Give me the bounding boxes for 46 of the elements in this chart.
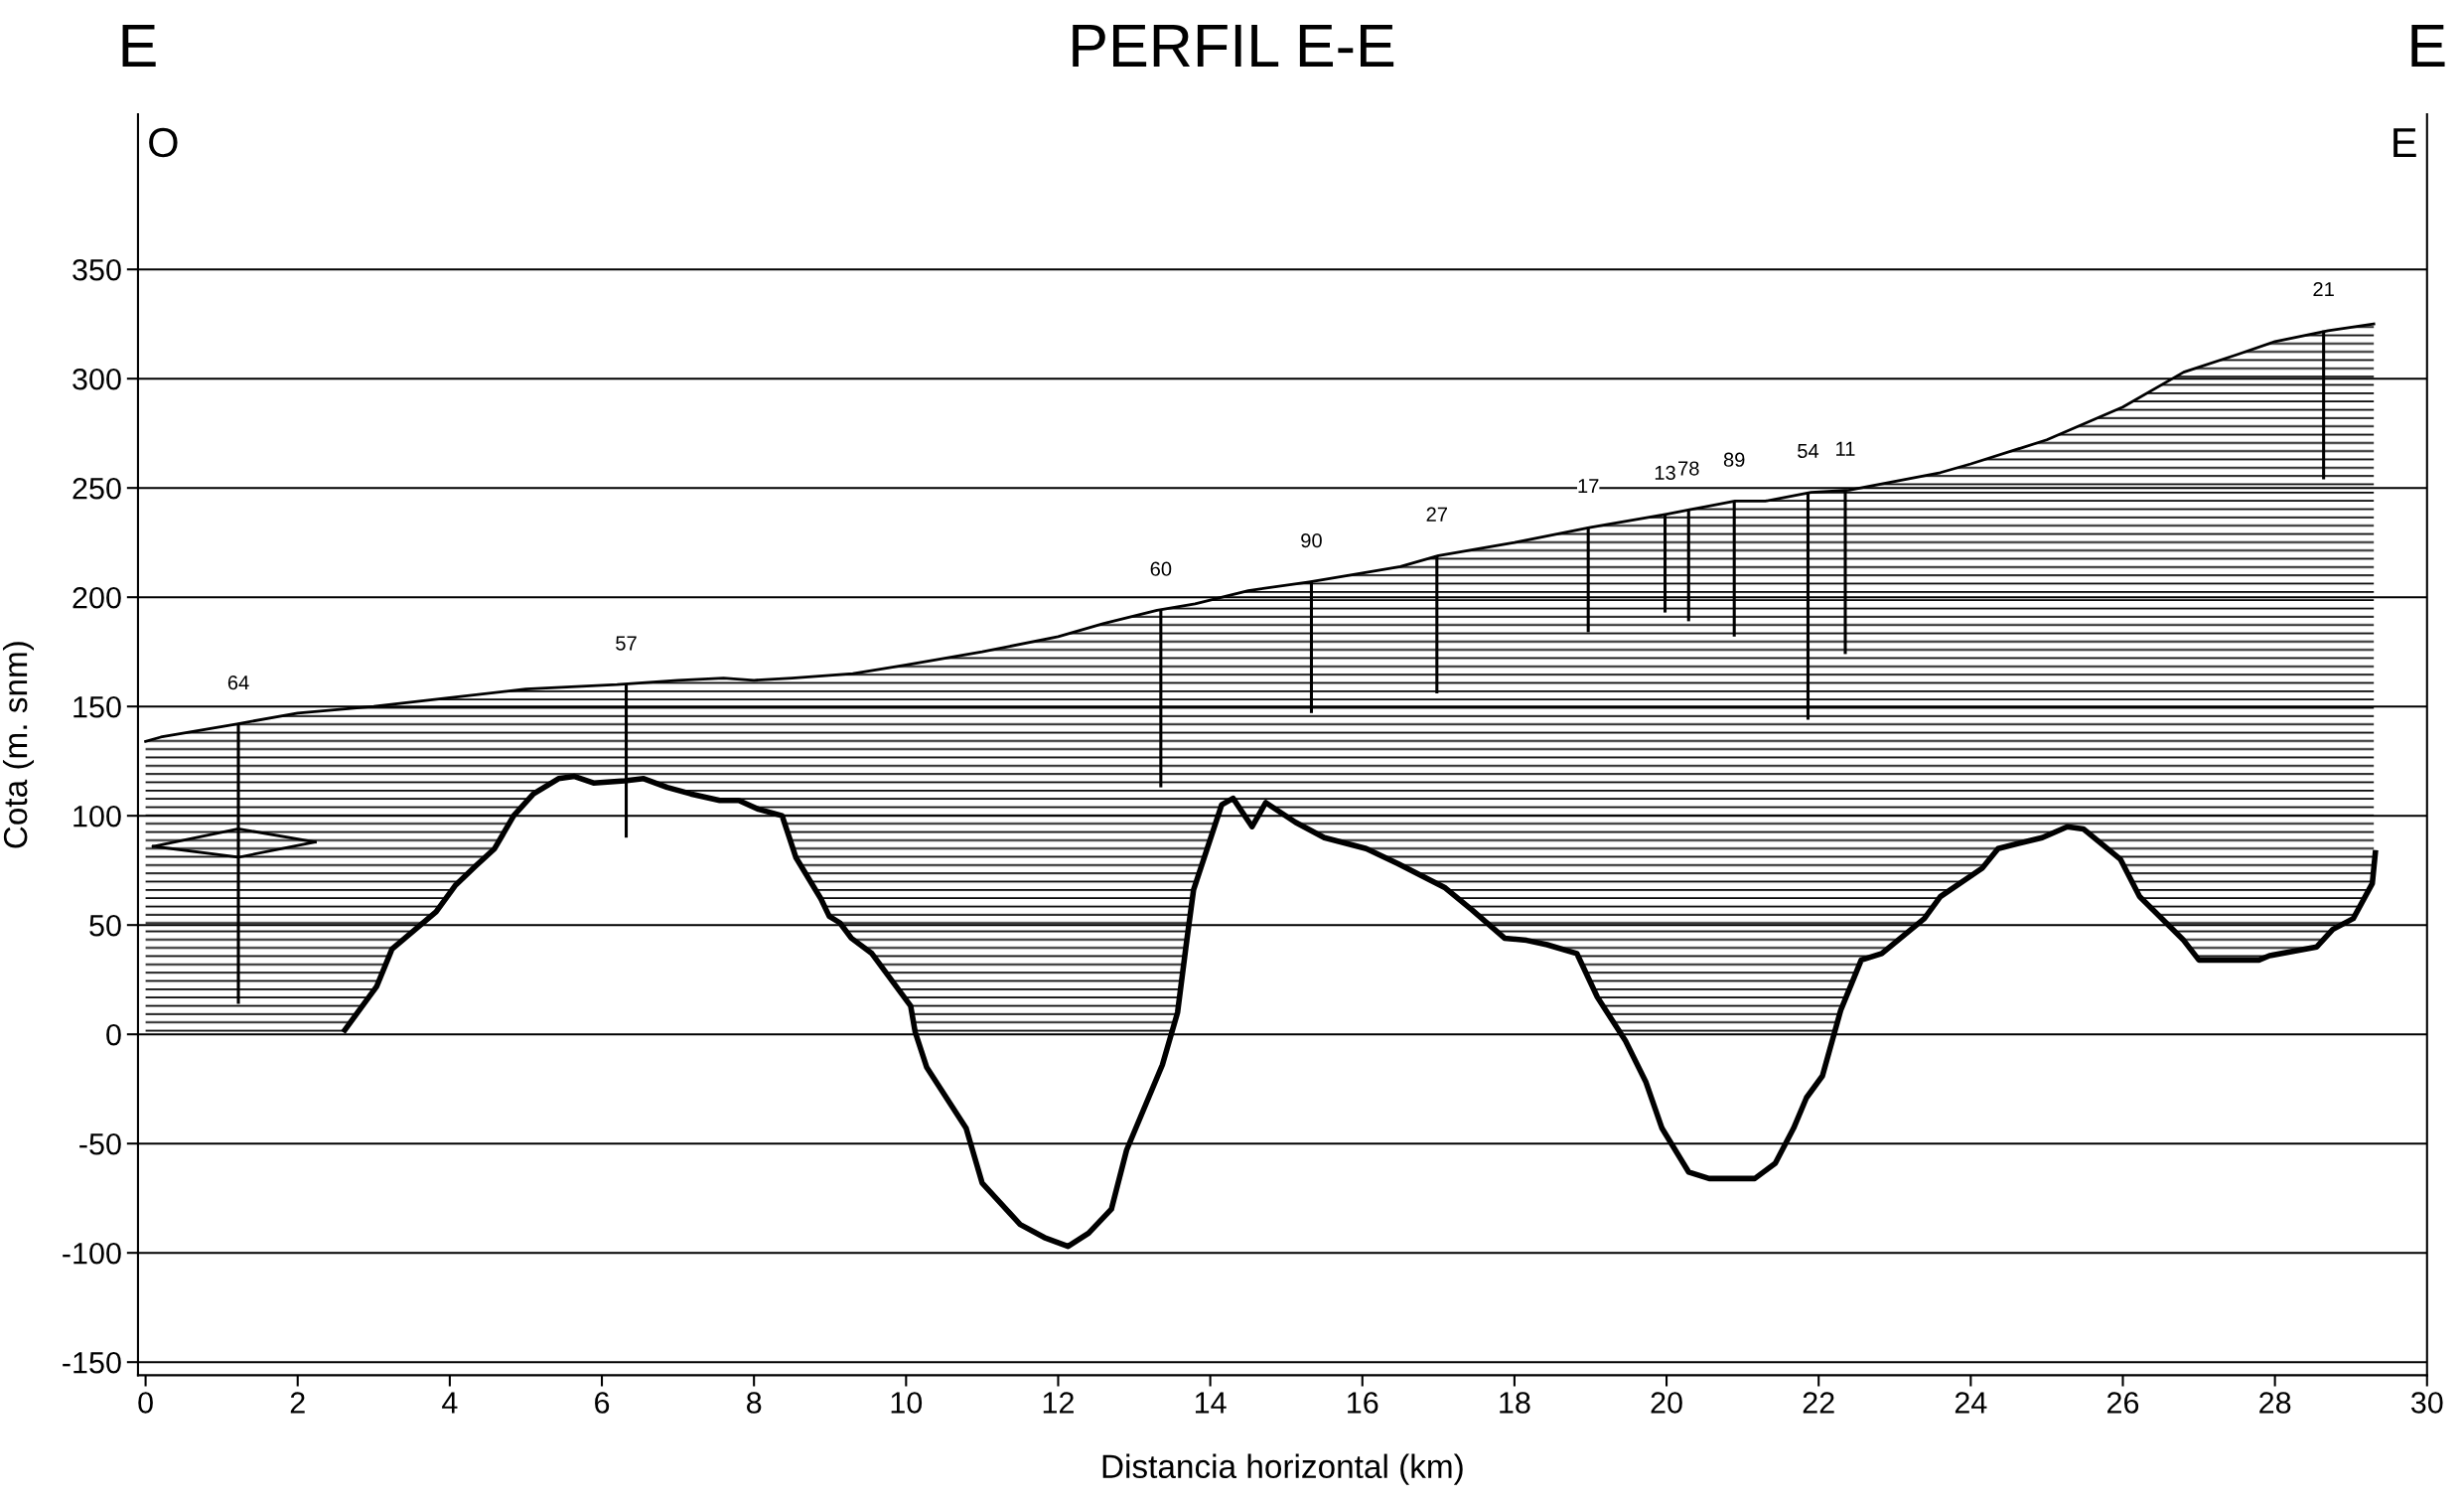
y-tick-label: 250 [72,477,121,500]
x-tick-label: 10 [891,1392,923,1414]
annotation: O [149,127,178,158]
y-tick-label: -50 [79,1132,121,1155]
annotation: 90 [1301,532,1322,548]
x-tick-label: 20 [1651,1392,1682,1414]
x-tick-label: 4 [442,1392,458,1414]
text: E [2411,24,2445,67]
annotation: 64 [227,675,249,690]
x-tick-label: 8 [747,1392,762,1414]
x-tick-label: 22 [1803,1392,1834,1414]
x-tick-label: 12 [1043,1392,1074,1414]
x-tick-label: 18 [1500,1392,1530,1414]
y-tick-label: 150 [73,695,121,718]
annotation: E [2393,128,2416,157]
x-tick-label: 0 [138,1392,153,1414]
annotation: 54 [1798,444,1819,459]
y-tick-label: 0 [106,1023,121,1046]
x-tick-label: 14 [1195,1392,1227,1414]
annotation: 60 [1150,561,1172,576]
annotation: 57 [616,636,637,651]
y-tick-label: 50 [89,914,121,937]
y-tick-label: 100 [73,805,121,827]
x-axis-title: Distancia horizontal (km) [1102,1453,1463,1485]
y-tick-label: 200 [72,586,121,609]
x-tick-label: 16 [1348,1392,1378,1414]
annotation: 89 [1723,452,1745,467]
annotation: 13 [1655,465,1675,481]
chart-title: PERFIL E-E [1073,24,1394,67]
annotation: 78 [1678,461,1699,476]
x-tick-label: 24 [1955,1392,1987,1414]
y-tick-label: -150 [63,1351,121,1374]
text: E [122,24,156,67]
y-tick-label: -100 [63,1242,121,1265]
x-tick-label: 26 [2107,1392,2139,1414]
y-axis-title: Cota (m. snm) [2,642,35,848]
annotation: 27 [1426,507,1447,522]
x-tick-label: 28 [2259,1392,2291,1414]
x-tick-label: 30 [2410,1392,2443,1414]
y-tick-label: 350 [72,258,121,281]
x-tick-label: 6 [595,1392,610,1414]
annotation: 21 [2313,281,2334,297]
annotation: 17 [1578,479,1599,494]
x-tick-label: 2 [290,1392,305,1414]
annotation: 11 [1836,441,1855,456]
y-tick-label: 300 [72,368,121,390]
